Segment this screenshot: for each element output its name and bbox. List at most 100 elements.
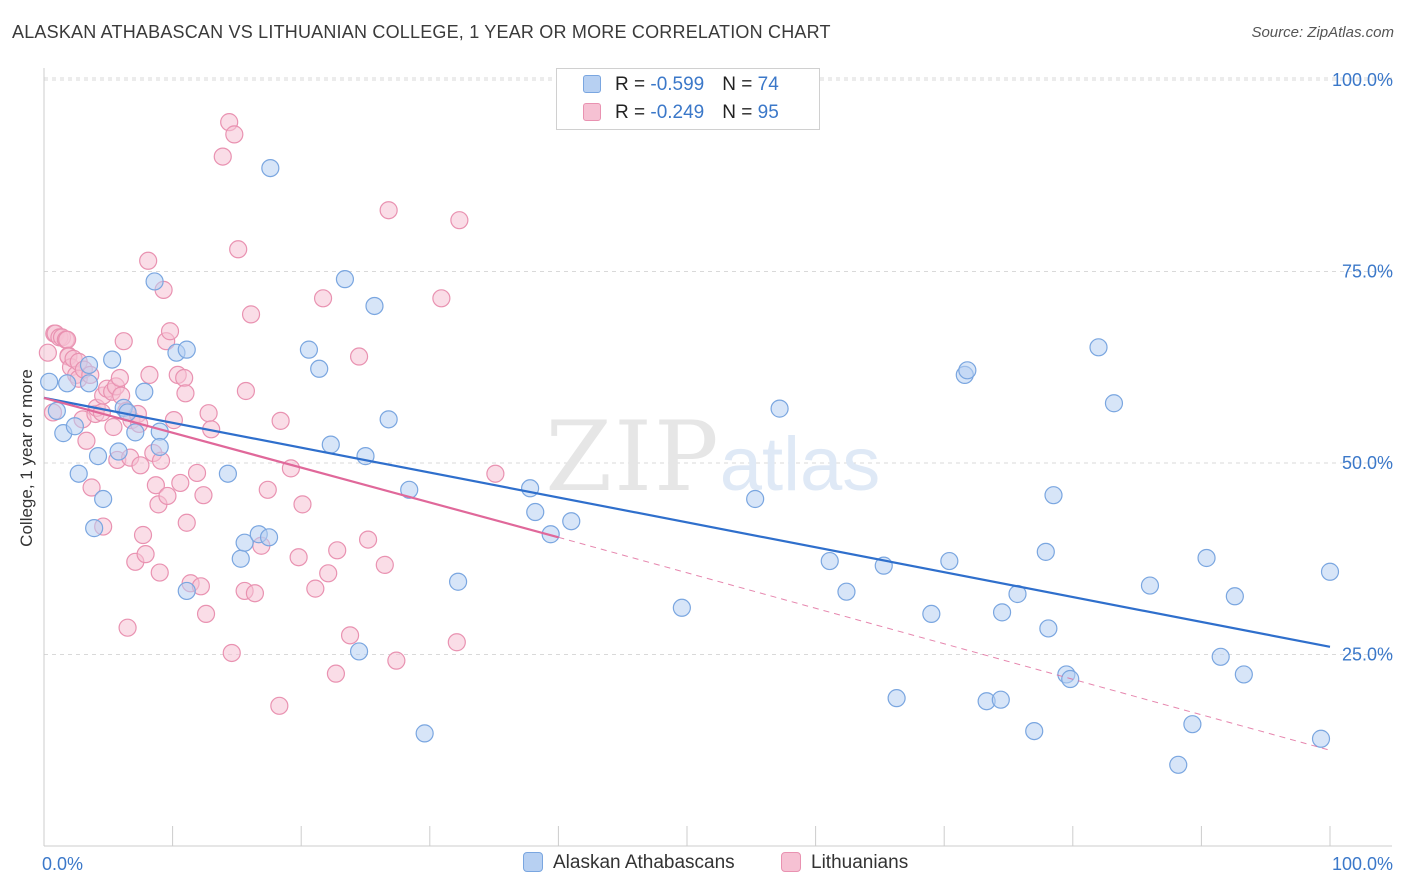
lithuanian-point xyxy=(293,495,312,514)
athabascan-point xyxy=(47,401,66,421)
athabascan-point xyxy=(145,272,164,291)
athabascan-point xyxy=(259,528,279,547)
athabascan-point xyxy=(400,480,419,499)
y-tick-label: 25.0% xyxy=(1342,645,1393,665)
legend-row-athabascans: R = -0.599 N = 74 xyxy=(583,74,779,96)
bottom-legend-swatch-blue xyxy=(523,852,543,872)
athabascan-point xyxy=(299,340,319,359)
lithuanian-point xyxy=(136,545,155,564)
athabascan-point xyxy=(1169,755,1188,774)
lithuanian-point xyxy=(229,240,248,259)
lithuanian-point xyxy=(222,643,241,663)
lithuanian-point xyxy=(213,147,232,166)
lithuanian-point xyxy=(379,201,398,220)
lithuanian-point xyxy=(387,651,406,670)
athabascan-point xyxy=(235,533,254,552)
athabascan-point xyxy=(1197,548,1216,568)
athabascan-point xyxy=(218,464,237,483)
lithuanian-point xyxy=(77,431,96,450)
y-tick-label: 50.0% xyxy=(1342,453,1393,473)
athabascan-point xyxy=(526,502,545,522)
lithuanian-point xyxy=(245,584,265,603)
lithuanian-point xyxy=(139,251,158,270)
lithuanian-point xyxy=(306,579,325,598)
lithuanian-point xyxy=(241,305,261,324)
athabascan-point xyxy=(991,690,1010,709)
legend: R = -0.599 N = 74 R = -0.249 N = 95 xyxy=(556,68,820,130)
legend-swatch-pink xyxy=(583,103,601,121)
athabascan-point xyxy=(79,374,99,393)
athabascan-point xyxy=(940,551,959,571)
lithuanian-point xyxy=(358,530,378,549)
athabascan-point xyxy=(177,340,196,359)
athabascan-point xyxy=(79,355,99,375)
legend-r-label: R = xyxy=(615,102,651,123)
axes xyxy=(43,68,1392,847)
athabascan-point xyxy=(1225,587,1244,606)
athabascan-point xyxy=(770,399,789,418)
athabascan-point xyxy=(448,572,468,591)
lithuanian-point xyxy=(447,633,466,652)
athabascan-point xyxy=(820,551,839,571)
lithuanian-point xyxy=(187,463,207,483)
athabascan-point xyxy=(887,689,906,708)
tick-labels: 25.0% 50.0% 75.0% 100.0% 0.0% 100.0% xyxy=(42,70,1393,874)
lithuanian-point xyxy=(375,555,394,574)
athabascan-point xyxy=(69,464,88,483)
watermark-zip: ZIP xyxy=(545,401,720,513)
athabascan-point xyxy=(1089,338,1108,357)
athabascan-point xyxy=(1104,394,1124,413)
athabascan-point xyxy=(922,604,941,624)
lithuanian-point xyxy=(349,347,369,366)
lithuanian-point xyxy=(58,330,77,349)
lithuanian-point xyxy=(340,626,360,645)
athabascan-trend-line xyxy=(43,396,1331,648)
lithuanian-point xyxy=(289,548,308,567)
legend-n-value: 74 xyxy=(757,74,779,95)
lithuanian-trend-line xyxy=(43,396,559,539)
lithuanian-point xyxy=(38,343,57,362)
lithuanian-point xyxy=(199,404,218,423)
lithuanian-point xyxy=(236,381,256,401)
athabascan-point xyxy=(672,598,691,617)
athabascan-point xyxy=(1140,576,1160,595)
lithuanian-point xyxy=(158,486,177,506)
athabascan-point xyxy=(415,724,434,743)
legend-n-value: 95 xyxy=(757,102,779,123)
athabascan-point xyxy=(1039,619,1058,638)
lithuanian-point xyxy=(146,476,165,495)
athabascan-point xyxy=(321,435,340,454)
lithuanian-point xyxy=(326,664,346,683)
x-tick-label: 0.0% xyxy=(42,854,83,874)
athabascan-point xyxy=(40,372,59,391)
athabascan-point xyxy=(1211,647,1230,666)
lithuanian-point xyxy=(432,289,451,308)
athabascan-point xyxy=(65,417,84,436)
lithuanian-point xyxy=(313,289,333,308)
athabascan-point xyxy=(261,158,280,178)
athabascan-point xyxy=(1183,715,1202,734)
athabascan-point xyxy=(992,603,1012,622)
lithuanian-point xyxy=(328,541,347,560)
lithuanian-point xyxy=(486,464,505,483)
athabascan-point xyxy=(58,374,77,393)
lithuanian-point xyxy=(131,456,150,475)
lithuanian-point xyxy=(160,322,180,341)
lithuanian-point xyxy=(319,564,338,583)
lithuanian-point xyxy=(225,125,244,144)
legend-r-value: -0.599 xyxy=(650,74,705,95)
legend-swatch-blue xyxy=(583,75,601,93)
legend-r-label: R = xyxy=(615,74,651,95)
athabascan-point xyxy=(126,423,145,442)
athabascan-point xyxy=(150,437,169,457)
lithuanian-point xyxy=(110,368,129,388)
bottom-legend-swatch-pink xyxy=(781,852,801,872)
lithuanian-point xyxy=(140,365,159,385)
athabascan-point xyxy=(1234,665,1253,684)
athabascan-point xyxy=(958,361,977,380)
athabascan-point xyxy=(379,410,398,429)
athabascan-point xyxy=(94,489,113,509)
athabascan-point xyxy=(85,519,104,538)
athabascan-point xyxy=(349,642,369,661)
